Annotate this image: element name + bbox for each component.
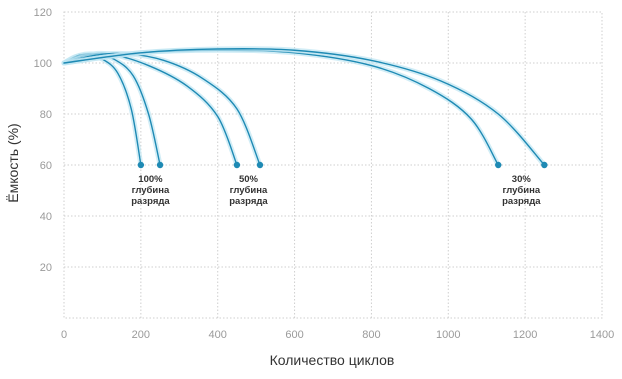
y-axis-title: Ёмкость (%) bbox=[5, 123, 21, 202]
depth-of-discharge-label: 30% глубина разряда bbox=[502, 174, 541, 207]
series-end-point bbox=[256, 161, 264, 169]
x-tick-label: 600 bbox=[285, 329, 303, 341]
annotations: 100% глубина разряда 50% глубина разряда 30% гл… bbox=[131, 174, 541, 207]
x-tick-label: 1000 bbox=[436, 329, 460, 341]
series-end-point bbox=[495, 161, 502, 169]
y-tick-label: 20 bbox=[40, 262, 52, 274]
series-end-point bbox=[137, 161, 145, 169]
series-end-point bbox=[233, 161, 241, 169]
x-tick-label: 800 bbox=[362, 329, 380, 341]
depth-of-discharge-label: 50% глубина разряда bbox=[229, 174, 268, 207]
x-tick-label: 1200 bbox=[513, 329, 537, 341]
x-tick-label: 1400 bbox=[590, 329, 614, 341]
tick-labels: 0 200 400 600 800 1000 1200 1400 20 40 60 80 100 120 bbox=[34, 7, 615, 341]
series-line-glow bbox=[61, 51, 163, 168]
y-tick-label: 40 bbox=[40, 211, 52, 223]
y-tick-label: 120 bbox=[34, 7, 52, 19]
x-tick-label: 200 bbox=[132, 329, 150, 341]
series-lines bbox=[61, 46, 548, 169]
x-tick-label: 400 bbox=[209, 329, 227, 341]
x-axis-title: Количество циклов bbox=[270, 352, 395, 368]
series-line bbox=[63, 47, 546, 166]
series-end-point bbox=[156, 161, 164, 169]
series-line-glow bbox=[61, 50, 240, 168]
y-tick-label: 60 bbox=[40, 160, 52, 172]
plot-border bbox=[63, 11, 603, 319]
series-line bbox=[63, 52, 261, 166]
x-tick-label: 0 bbox=[61, 329, 67, 341]
series-end-point bbox=[541, 161, 548, 169]
y-tick-label: 100 bbox=[34, 58, 52, 70]
grid bbox=[63, 11, 603, 319]
depth-of-discharge-label: 100% глубина разряда bbox=[131, 174, 170, 207]
y-tick-label: 80 bbox=[40, 109, 52, 121]
